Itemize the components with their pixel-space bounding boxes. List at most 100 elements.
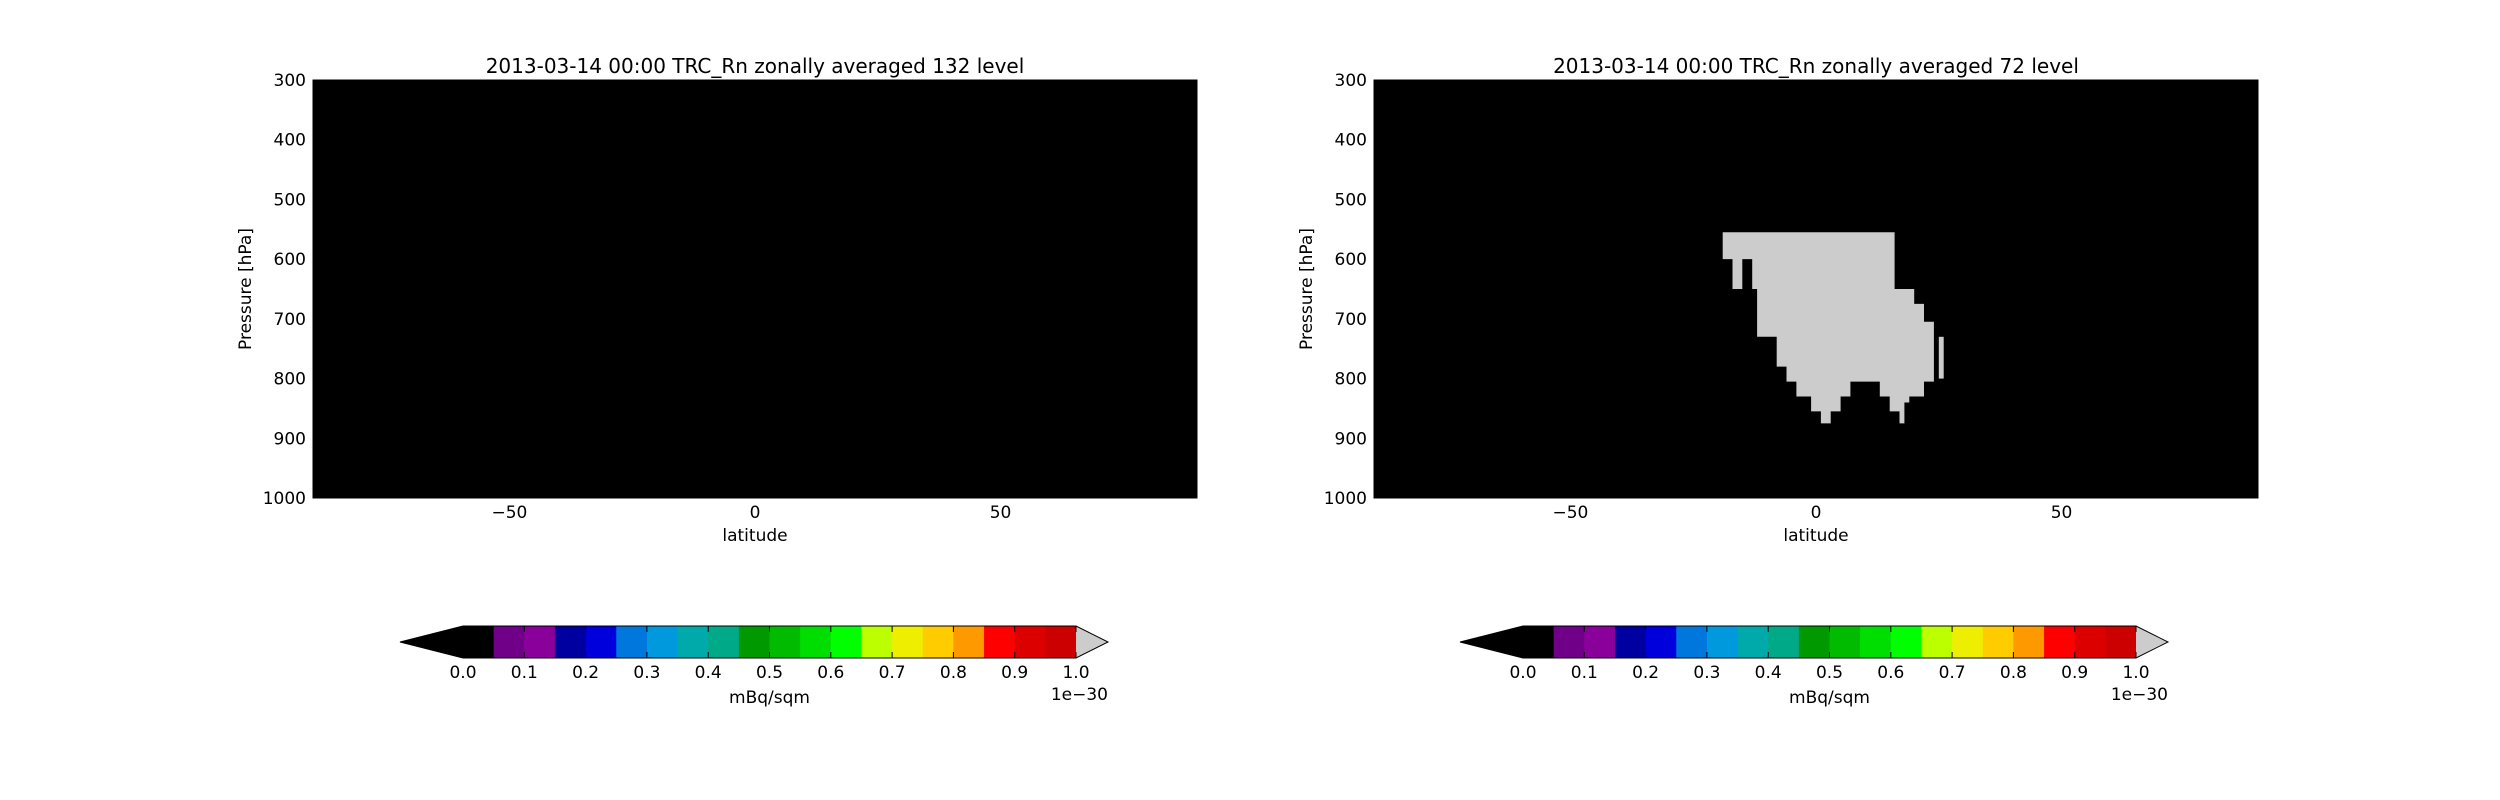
chart-title-1: 2013-03-14 00:00 TRC_Rn zonally averaged… (486, 54, 1025, 78)
colorbar-tick-label: 0.7 (879, 663, 906, 683)
y-tick-label: 500 (274, 190, 306, 210)
colorbar-tick-label: 0.3 (633, 663, 660, 683)
x-tick-label: −50 (491, 503, 527, 523)
x-axis-label-1: latitude (722, 526, 787, 546)
y-tick-label: 700 (274, 310, 306, 330)
y-axis-label-2: Pressure [hPa] (1297, 228, 1317, 350)
colorbar-bin-1 (738, 626, 770, 658)
y-tick-label: 600 (274, 250, 306, 270)
colorbar-tick-label: 0.5 (756, 663, 783, 683)
colorbar-bin-1 (585, 626, 617, 658)
plot-area-1 (313, 80, 1197, 498)
colorbar-bin-1 (892, 626, 924, 658)
colorbar-tick-label: 1.0 (1062, 663, 1089, 683)
y-tick-label: 800 (274, 370, 306, 390)
colorbar-bin-1 (493, 626, 525, 658)
colorbar-bin-2 (1890, 626, 1922, 658)
colorbar-bin-1 (1014, 626, 1046, 658)
colorbar-bin-2 (1737, 626, 1769, 658)
colorbar-under-extension-2 (1460, 626, 1523, 658)
colorbar-over-extension-1 (1076, 626, 1108, 658)
colorbar-tick-label: 0.9 (2061, 663, 2088, 683)
colorbar-offset-text-2: 1e−30 (2111, 685, 2168, 705)
colorbar-bin-2 (1982, 626, 2014, 658)
y-tick-label: 1000 (263, 489, 306, 509)
colorbar-under-extension-1 (400, 626, 463, 658)
colorbar-tick-label: 0.1 (511, 663, 538, 683)
colorbar-bin-1 (463, 626, 495, 658)
x-tick-label: 50 (990, 503, 1012, 523)
colorbar-bin-2 (1523, 626, 1555, 658)
colorbar-tick-label: 0.8 (940, 663, 967, 683)
x-axis-label-2: latitude (1783, 526, 1848, 546)
data-hole-2-1 (1742, 259, 1753, 289)
colorbar-bin-1 (800, 626, 832, 658)
colorbar-tick-label: 0.7 (1939, 663, 1966, 683)
colorbar-bin-1 (861, 626, 893, 658)
colorbar-bin-2 (2044, 626, 2076, 658)
colorbar-tick-label: 0.9 (1001, 663, 1028, 683)
colorbar-tick-label: 0.1 (1571, 663, 1598, 683)
colorbar-bin-1 (554, 626, 586, 658)
colorbar-tick-label: 0.4 (1755, 663, 1782, 683)
colorbar-tick-label: 0.3 (1693, 663, 1720, 683)
colorbar-tick-label: 0.0 (449, 663, 476, 683)
data-region-2-2 (1938, 336, 1944, 379)
colorbar-bin-1 (616, 626, 648, 658)
colorbar-tick-label: 0.5 (1816, 663, 1843, 683)
colorbar-label-1: mBq/sqm (729, 688, 810, 708)
colorbar-tick-label: 0.6 (817, 663, 844, 683)
y-tick-label: 600 (1335, 250, 1367, 270)
colorbar-tick-label: 0.4 (695, 663, 722, 683)
colorbar-bin-1 (984, 626, 1016, 658)
colorbar-bin-2 (1553, 626, 1585, 658)
colorbar-bin-1 (646, 626, 678, 658)
colorbar-bin-2 (1614, 626, 1646, 658)
y-tick-label: 900 (1335, 429, 1367, 449)
x-tick-label: −50 (1552, 503, 1588, 523)
colorbar-bin-2 (2105, 626, 2137, 658)
colorbar-tick-label: 0.2 (1632, 663, 1659, 683)
y-tick-label: 400 (274, 131, 306, 151)
colorbar-tick-label: 0.2 (572, 663, 599, 683)
chart-title-2: 2013-03-14 00:00 TRC_Rn zonally averaged… (1553, 54, 2079, 78)
x-tick-label: 50 (2051, 503, 2073, 523)
x-tick-label: 0 (750, 503, 761, 523)
colorbar-bin-1 (677, 626, 709, 658)
colorbar-bin-1 (922, 626, 954, 658)
y-tick-label: 300 (274, 71, 306, 91)
colorbar-bin-1 (524, 626, 556, 658)
colorbar-bin-2 (1952, 626, 1984, 658)
y-tick-label: 900 (274, 429, 306, 449)
colorbar-bin-2 (1860, 626, 1892, 658)
y-tick-label: 800 (1335, 370, 1367, 390)
colorbar-bin-2 (1584, 626, 1616, 658)
colorbar-bin-2 (1768, 626, 1800, 658)
data-region-2-1 (1722, 232, 1934, 424)
colorbar-bin-2 (1676, 626, 1708, 658)
colorbar-offset-text-1: 1e−30 (1051, 685, 1108, 705)
colorbar-tick-label: 1.0 (2122, 663, 2149, 683)
colorbar-bin-2 (2013, 626, 2045, 658)
colorbar-tick-label: 0.8 (2000, 663, 2027, 683)
colorbar-bin-2 (1829, 626, 1861, 658)
y-tick-label: 300 (1335, 71, 1367, 91)
colorbar-label-2: mBq/sqm (1789, 688, 1870, 708)
y-tick-label: 1000 (1324, 489, 1367, 509)
colorbar-bin-2 (1921, 626, 1953, 658)
colorbar-bin-1 (830, 626, 862, 658)
x-tick-label: 0 (1811, 503, 1822, 523)
y-tick-label: 700 (1335, 310, 1367, 330)
colorbar-bin-1 (769, 626, 801, 658)
colorbar-bin-2 (2074, 626, 2106, 658)
colorbar-tick-label: 0.0 (1509, 663, 1536, 683)
colorbar-over-extension-2 (2136, 626, 2168, 658)
colorbar-bin-2 (1798, 626, 1830, 658)
y-axis-label-1: Pressure [hPa] (236, 228, 256, 350)
colorbar-bin-1 (1045, 626, 1077, 658)
colorbar-bin-1 (708, 626, 740, 658)
y-tick-label: 400 (1335, 131, 1367, 151)
colorbar-bin-2 (1645, 626, 1677, 658)
y-tick-label: 500 (1335, 190, 1367, 210)
